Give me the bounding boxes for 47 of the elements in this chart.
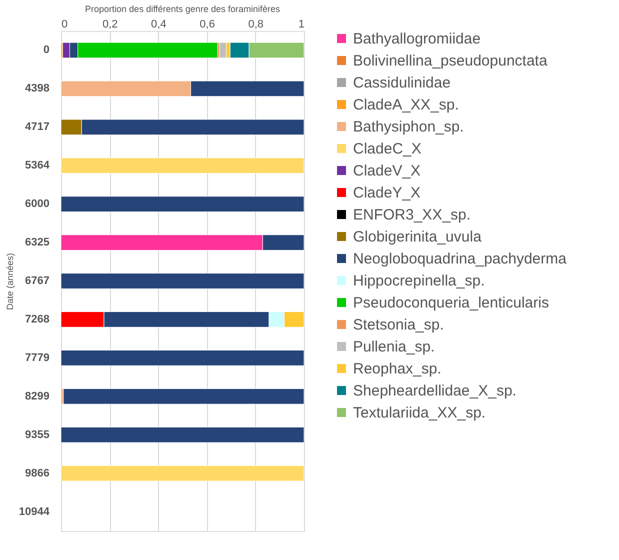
legend-label: Shepheardellidae_X_sp. xyxy=(353,382,516,400)
legend-label: Bathysiphon_sp. xyxy=(353,118,464,136)
y-tick-label: 4717 xyxy=(25,121,50,134)
legend-label: CladeY_X xyxy=(353,184,421,202)
x-tick-label: 0,2 xyxy=(102,18,118,30)
y-tick-label: 4398 xyxy=(25,82,50,95)
bar xyxy=(60,273,304,289)
y-tick-label: 5364 xyxy=(25,160,50,172)
legend-label: Stetsonia_sp. xyxy=(353,316,444,334)
bar xyxy=(60,426,304,443)
x-tick-label: 0,6 xyxy=(200,18,215,30)
legend-label: Pullenia_sp. xyxy=(353,338,435,356)
legend-label: Neogloboquadrina_pachyderma xyxy=(353,250,568,268)
legend-label: CladeV_X xyxy=(353,162,421,180)
bar xyxy=(219,42,226,58)
legend-label: ENFOR3_XX_sp. xyxy=(353,206,471,224)
legend-label: CladeC_X xyxy=(353,140,422,158)
legend-label: Bathyallogromiidae xyxy=(353,30,481,48)
y-tick-label: 10944 xyxy=(18,506,50,518)
legend-label: Pseudoconqueria_lenticularis xyxy=(353,294,549,312)
legend-label: Cassidulinidae xyxy=(353,74,451,92)
bar xyxy=(60,350,304,366)
legend-label: CladeA_XX_sp. xyxy=(353,96,459,114)
bar xyxy=(63,388,304,404)
y-tick-label: 9866 xyxy=(25,467,50,480)
y-tick-label: 8299 xyxy=(25,390,50,402)
bar xyxy=(60,465,304,482)
y-tick-label: 6000 xyxy=(25,198,50,210)
x-tick-label: 0,4 xyxy=(151,18,166,30)
y-tick-label: 6767 xyxy=(25,275,50,287)
y-tick-label: 6325 xyxy=(25,236,50,249)
y-axis-title: Date (années) xyxy=(4,252,15,310)
legend-label: Textulariida_XX_sp. xyxy=(353,404,486,422)
bar xyxy=(60,196,304,212)
y-tick-label: 0 xyxy=(43,44,50,56)
chart-title: Proportion des différents genre des foraminifères xyxy=(85,4,280,14)
x-tick-label: 0,8 xyxy=(248,18,264,30)
legend-label: Bolivinellina_pseudopunctata xyxy=(353,52,548,70)
legend-label: Globigerinita_uvula xyxy=(353,228,482,246)
y-tick-label: 7779 xyxy=(25,352,50,364)
y-tick-label: 9355 xyxy=(25,428,50,441)
legend-label: Hippocrepinella_sp. xyxy=(353,272,485,290)
x-tick-label: 1 xyxy=(298,18,304,30)
bar xyxy=(60,158,304,174)
x-tick-label: 0 xyxy=(62,18,68,30)
y-tick-label: 7268 xyxy=(25,313,50,326)
legend-label: Reophax_sp. xyxy=(353,360,442,378)
